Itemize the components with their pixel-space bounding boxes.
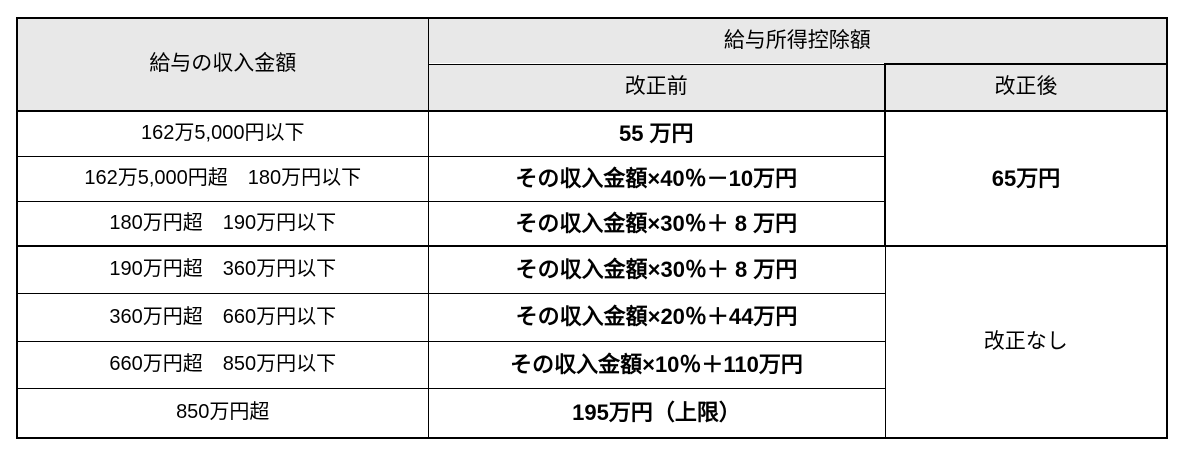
header-after-revision: 改正後 <box>884 63 1168 112</box>
header-before-revision: 改正前 <box>427 63 886 112</box>
header-row-1: 給与の収入金額 給与所得控除額 <box>16 17 1168 112</box>
after-revision-nochange-cell: 改正なし <box>884 245 1168 439</box>
deduction-before-cell: その収入金額×20％＋44万円 <box>427 292 886 342</box>
income-range-cell: 660万円超 850万円以下 <box>16 340 429 389</box>
deduction-before-cell: その収入金額×30％＋ 8 万円 <box>427 200 886 247</box>
table-row: 360万円超 660万円以下 その収入金額×20％＋44万円 <box>16 292 1167 342</box>
income-range-cell: 162万5,000円超 180万円以下 <box>16 155 429 202</box>
income-range-cell: 850万円超 <box>16 387 429 439</box>
header-row-2: 改正前 改正後 <box>17 63 1168 112</box>
table-row: 660万円超 850万円以下 その収入金額×10％＋110万円 <box>16 340 1167 389</box>
table-row: 850万円超 195万円（上限） <box>16 387 1167 439</box>
income-range-cell: 162万5,000円以下 <box>16 110 429 157</box>
table-row: 190万円超 360万円以下 その収入金額×30％＋ 8 万円 改正なし <box>16 245 1168 439</box>
table-row: 162万5,000円以下 55 万円 65万円 <box>16 110 1168 247</box>
deduction-before-cell: 195万円（上限） <box>427 387 886 439</box>
table-row: 162万5,000円超 180万円以下 その収入金額×40％－10万円 <box>16 155 1167 202</box>
deduction-before-cell: その収入金額×40％－10万円 <box>427 155 886 202</box>
income-range-cell: 360万円超 660万円以下 <box>16 292 429 342</box>
salary-deduction-table: 給与の収入金額 給与所得控除額 改正前 改正後 162万5,000円以下 55 … <box>16 17 1168 439</box>
header-deduction-amount: 給与所得控除額 <box>427 17 1168 65</box>
table-row: 180万円超 190万円以下 その収入金額×30％＋ 8 万円 <box>16 200 1167 247</box>
deduction-before-cell: 55 万円 <box>427 110 886 157</box>
deduction-before-cell: その収入金額×10％＋110万円 <box>427 340 886 389</box>
deduction-before-cell: その収入金額×30％＋ 8 万円 <box>427 245 886 294</box>
after-revision-65man-cell: 65万円 <box>884 110 1168 247</box>
income-range-cell: 190万円超 360万円以下 <box>16 245 429 294</box>
income-range-cell: 180万円超 190万円以下 <box>16 200 429 247</box>
header-income-range: 給与の収入金額 <box>16 17 429 112</box>
